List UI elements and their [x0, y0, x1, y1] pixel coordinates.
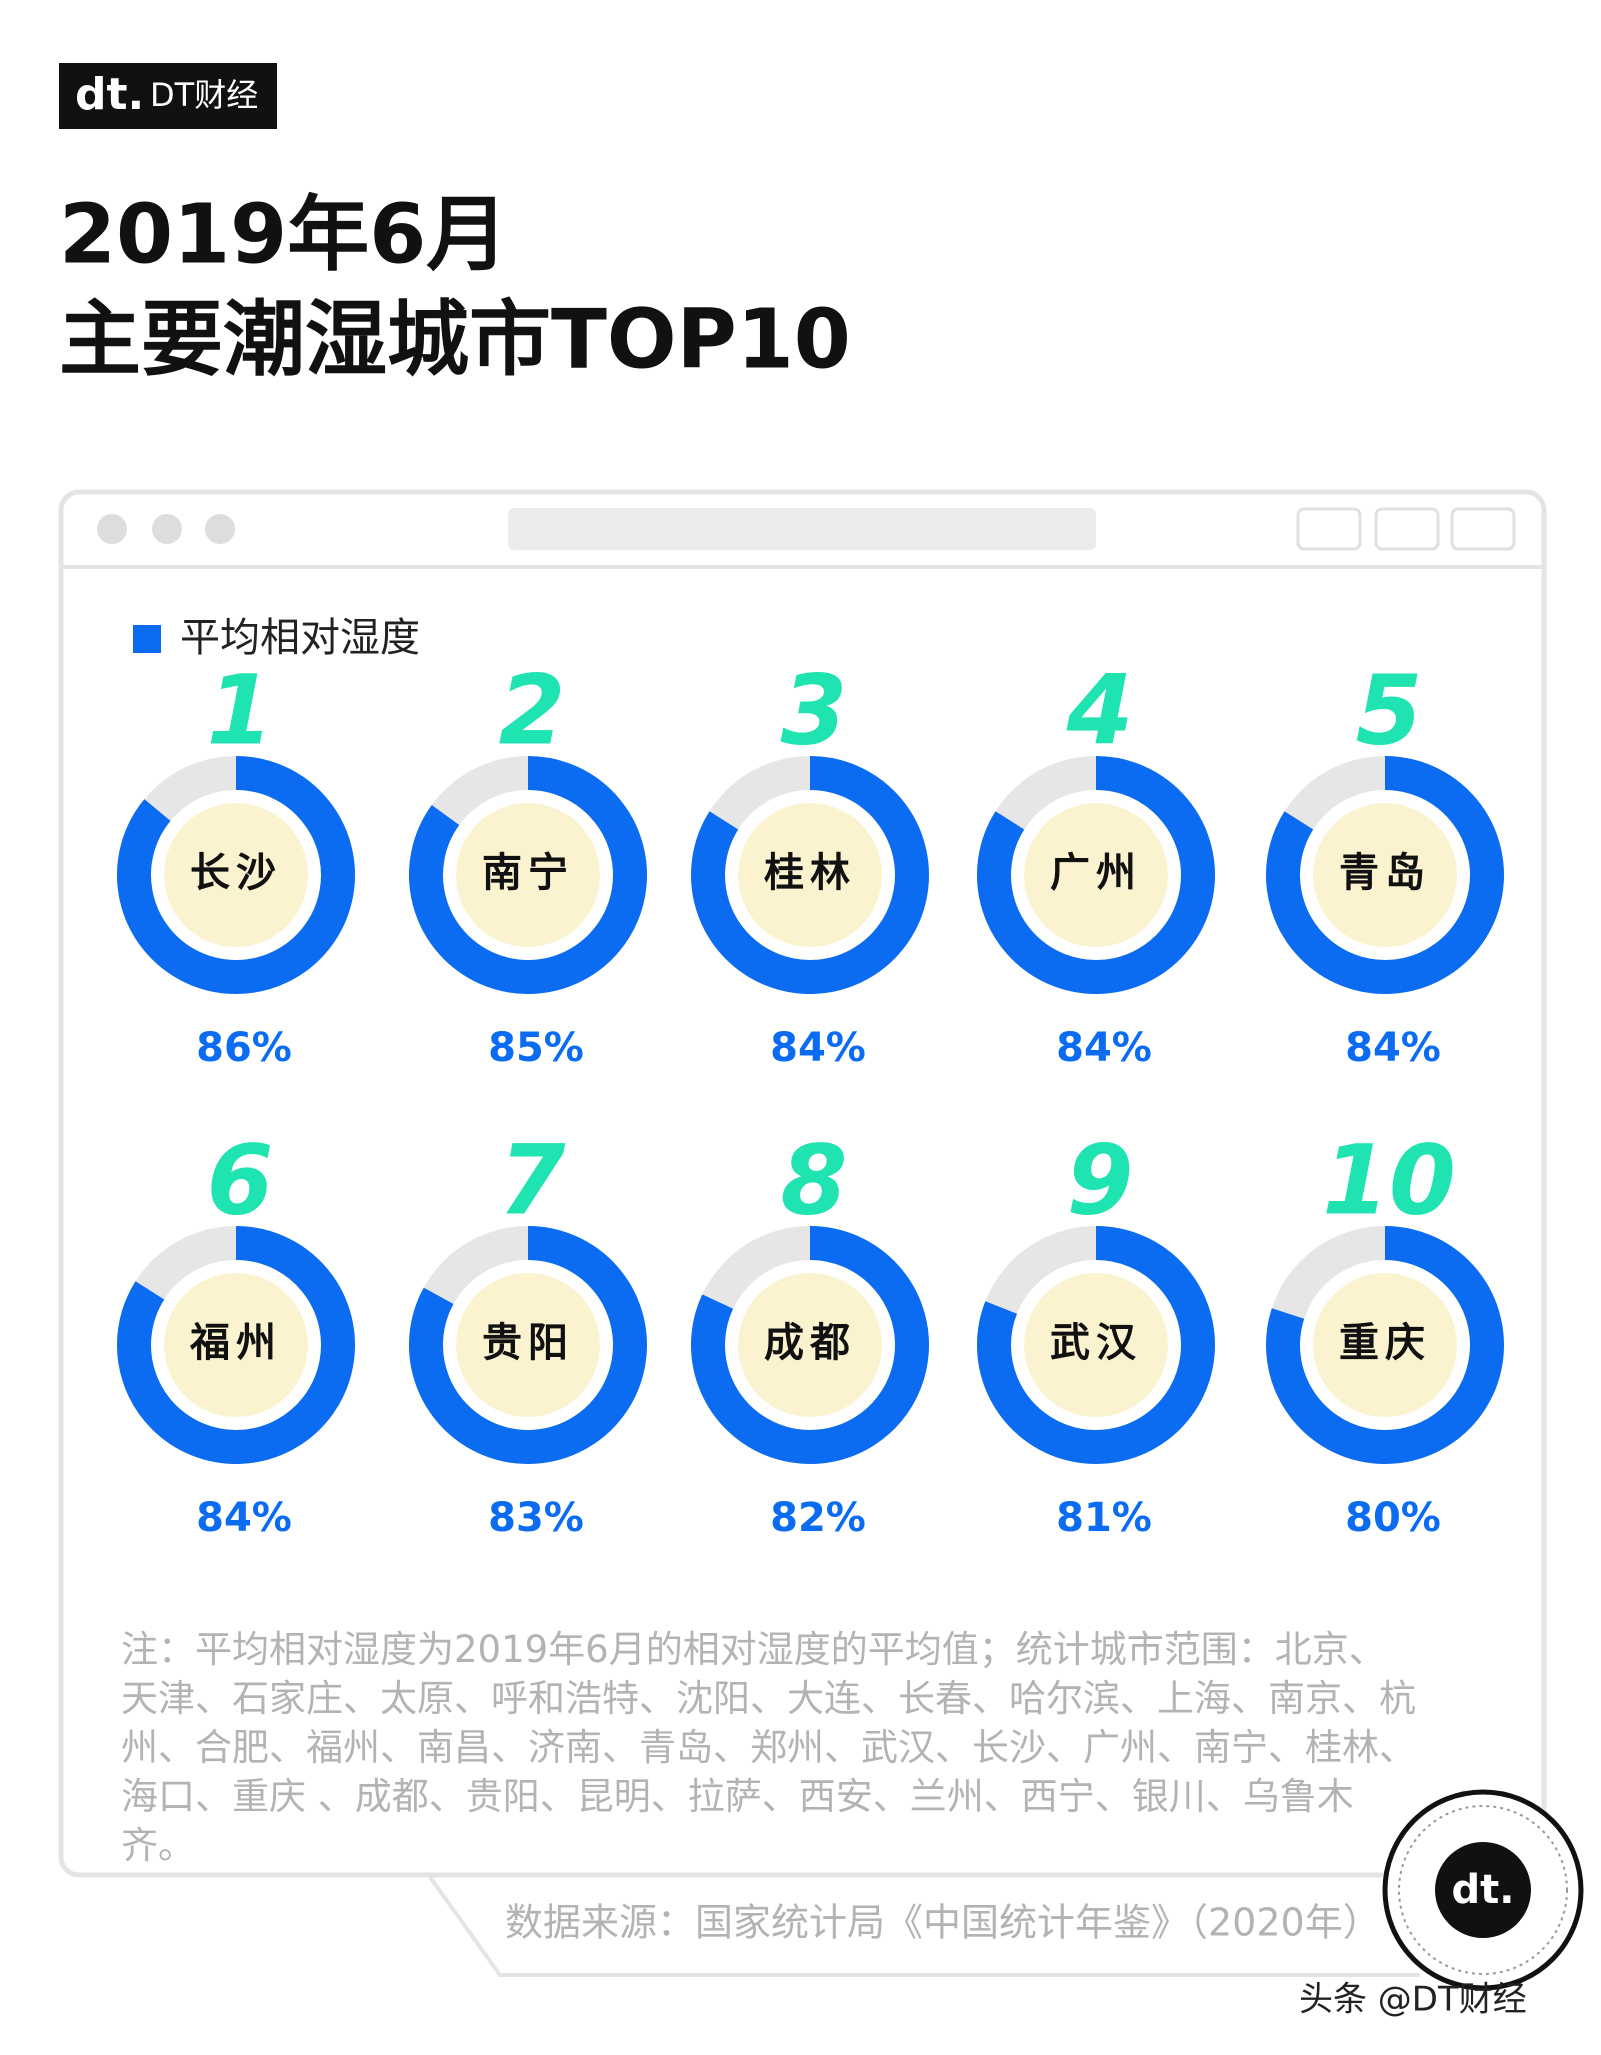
donut-arc: [691, 1226, 929, 1464]
rank-label: 3: [781, 654, 848, 766]
badge-logo: dt.: [1452, 1867, 1515, 1913]
donut-center: [1024, 803, 1168, 947]
brand-name: DT财经: [150, 76, 258, 114]
donut-arc: [691, 756, 929, 994]
value-label: 82%: [770, 1495, 866, 1541]
donut-center: [1313, 803, 1457, 947]
city-label: 成都: [764, 1320, 856, 1366]
donut-center: [738, 803, 882, 947]
donut-center: [456, 1273, 600, 1417]
logo-box: [59, 63, 277, 129]
source-tab: [428, 1875, 1420, 1977]
city-label: 桂林: [764, 850, 856, 896]
badge-ring: [1398, 1805, 1568, 1975]
toolbar-icon: [1450, 507, 1516, 551]
value-label: 83%: [488, 1495, 584, 1541]
donut-center: [1024, 1273, 1168, 1417]
value-label: 84%: [196, 1495, 292, 1541]
city-label: 重庆: [1339, 1320, 1431, 1366]
rank-label: 8: [781, 1124, 848, 1236]
value-label: 85%: [488, 1025, 584, 1071]
donut-arc: [977, 756, 1215, 994]
rank-label: 7: [499, 1124, 566, 1236]
window-button: [97, 514, 127, 544]
donut-arc: [117, 756, 355, 994]
donut-center: [738, 1273, 882, 1417]
value-label: 80%: [1345, 1495, 1441, 1541]
donut-arc: [409, 1226, 647, 1464]
rank-label: 6: [207, 1124, 274, 1236]
city-label: 武汉: [1050, 1320, 1142, 1366]
window-button: [152, 514, 182, 544]
rank-label: 5: [1356, 654, 1423, 766]
value-label: 84%: [1056, 1025, 1152, 1071]
window-button: [205, 514, 235, 544]
note: 注：平均相对湿度为2019年6月的相对湿度的平均值；统计城市范围：北京、天津、石…: [121, 1628, 1416, 1867]
rank-label: 10: [1322, 1124, 1456, 1236]
donut-arc: [1266, 1226, 1504, 1464]
footer-watermark: 头条 @DT财经: [1299, 1980, 1527, 2020]
donut-center: [164, 803, 308, 947]
donut-arc: [1266, 756, 1504, 994]
rank-label: 9: [1067, 1124, 1134, 1236]
rank-label: 2: [499, 654, 566, 766]
rank-label: 1: [207, 654, 274, 766]
donut-arc: [977, 1226, 1215, 1464]
title-line: 2019年6月: [59, 187, 508, 282]
donut-center: [456, 803, 600, 947]
donut-arc: [117, 1226, 355, 1464]
toolbar-icon: [1374, 507, 1440, 551]
city-label: 青岛: [1339, 850, 1431, 896]
donut-arc: [409, 756, 647, 994]
city-label: 贵阳: [482, 1320, 574, 1366]
value-label: 86%: [196, 1025, 292, 1071]
city-label: 长沙: [190, 850, 282, 896]
donut-center: [1313, 1273, 1457, 1417]
rank-label: 4: [1066, 654, 1134, 766]
badge-core: [1435, 1842, 1531, 1938]
legend-label: 平均相对湿度: [180, 615, 420, 661]
address-bar: [508, 508, 1096, 550]
logo-mark: dt.: [75, 69, 144, 120]
donut-center: [164, 1273, 308, 1417]
value-label: 81%: [1056, 1495, 1152, 1541]
city-label: 南宁: [482, 850, 574, 896]
city-label: 福州: [189, 1320, 282, 1366]
legend-swatch: [133, 625, 161, 653]
toolbar-icon: [1296, 507, 1362, 551]
city-label: 广州: [1050, 850, 1142, 896]
value-label: 84%: [770, 1025, 866, 1071]
source: 数据来源：国家统计局《中国统计年鉴》（2020年）: [505, 1901, 1381, 1945]
title-line: 主要潮湿城市TOP10: [59, 292, 851, 387]
value-label: 84%: [1345, 1025, 1441, 1071]
